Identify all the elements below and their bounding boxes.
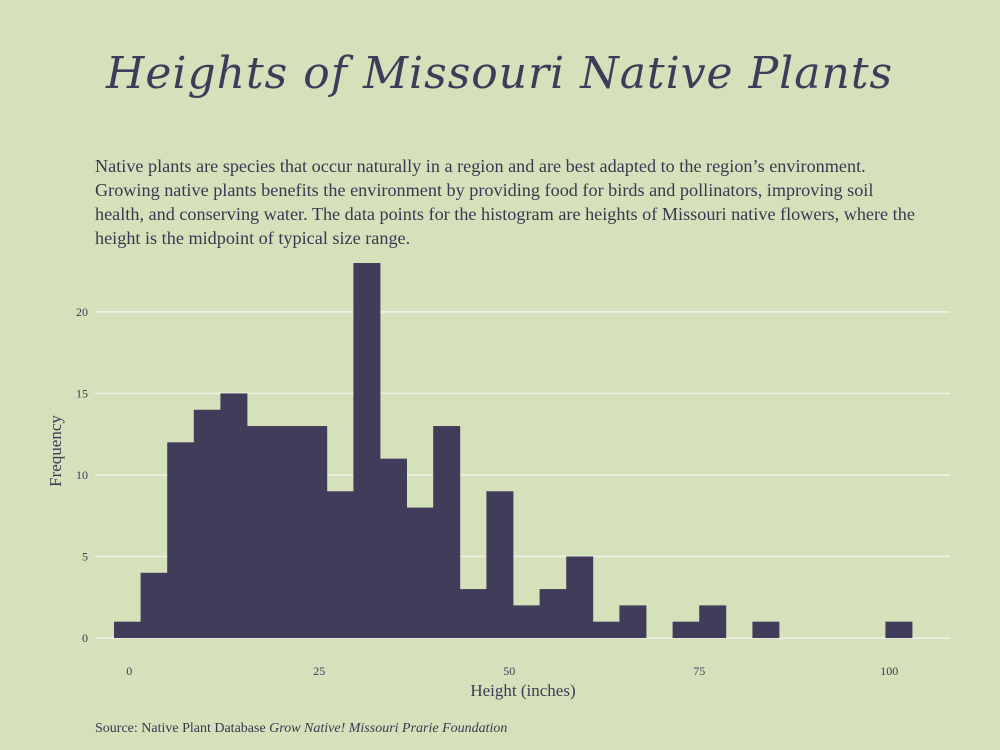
y-tick-label: 10 [76,468,88,482]
source-prefix: Source: Native Plant Database [95,721,270,736]
chart-description: Native plants are species that occur nat… [95,156,915,248]
histogram-bar-3 [193,409,221,638]
y-tick-label: 20 [76,305,88,319]
histogram-bar-14 [486,491,514,638]
histogram-bar-1 [140,572,168,638]
histogram-bar-4 [220,393,248,638]
source-line: Source: Native Plant Database Grow Nativ… [95,721,507,737]
x-axis-ticks: 0 25 50 75 100 [126,664,898,678]
y-tick-label: 15 [76,386,88,400]
histogram-bar-22 [699,605,727,638]
histogram-bar-12 [433,426,461,638]
y-tick-label: 0 [82,631,88,645]
x-tick-label: 0 [126,664,132,678]
x-tick-label: 75 [693,664,705,678]
x-axis-label: Height (inches) [470,681,575,700]
chart-title: Heights of Missouri Native Plants [106,48,894,99]
histogram-bar-5 [247,426,274,638]
histogram-bar-29 [885,621,913,638]
y-tick-label: 5 [82,549,88,563]
histogram-bar-15 [513,605,540,638]
histogram-bar-7 [300,426,328,638]
x-tick-label: 25 [313,664,325,678]
y-axis-ticks: 0 5 10 15 20 [76,305,88,645]
histogram-bar-2 [167,442,195,638]
histogram-bar-21 [672,621,700,638]
histogram-bar-18 [592,621,620,638]
y-axis-label: Frequency [46,415,65,487]
histogram-bar-17 [566,556,594,638]
histogram-bar-0 [114,621,141,638]
x-tick-label: 50 [503,664,515,678]
histogram-bar-13 [459,589,487,638]
histogram-bar-24 [752,621,780,638]
source-publisher: Grow Native! Missouri Prarie Foundation [269,721,508,736]
histogram-bar-8 [326,491,354,638]
histogram-bar-16 [539,589,567,638]
histogram-bar-11 [406,507,434,638]
histogram-bars [114,263,913,638]
histogram-bar-9 [353,263,381,638]
histogram-bar-10 [380,458,407,638]
histogram-bar-19 [619,605,647,638]
histogram-bar-6 [273,426,301,638]
x-tick-label: 100 [880,664,898,678]
